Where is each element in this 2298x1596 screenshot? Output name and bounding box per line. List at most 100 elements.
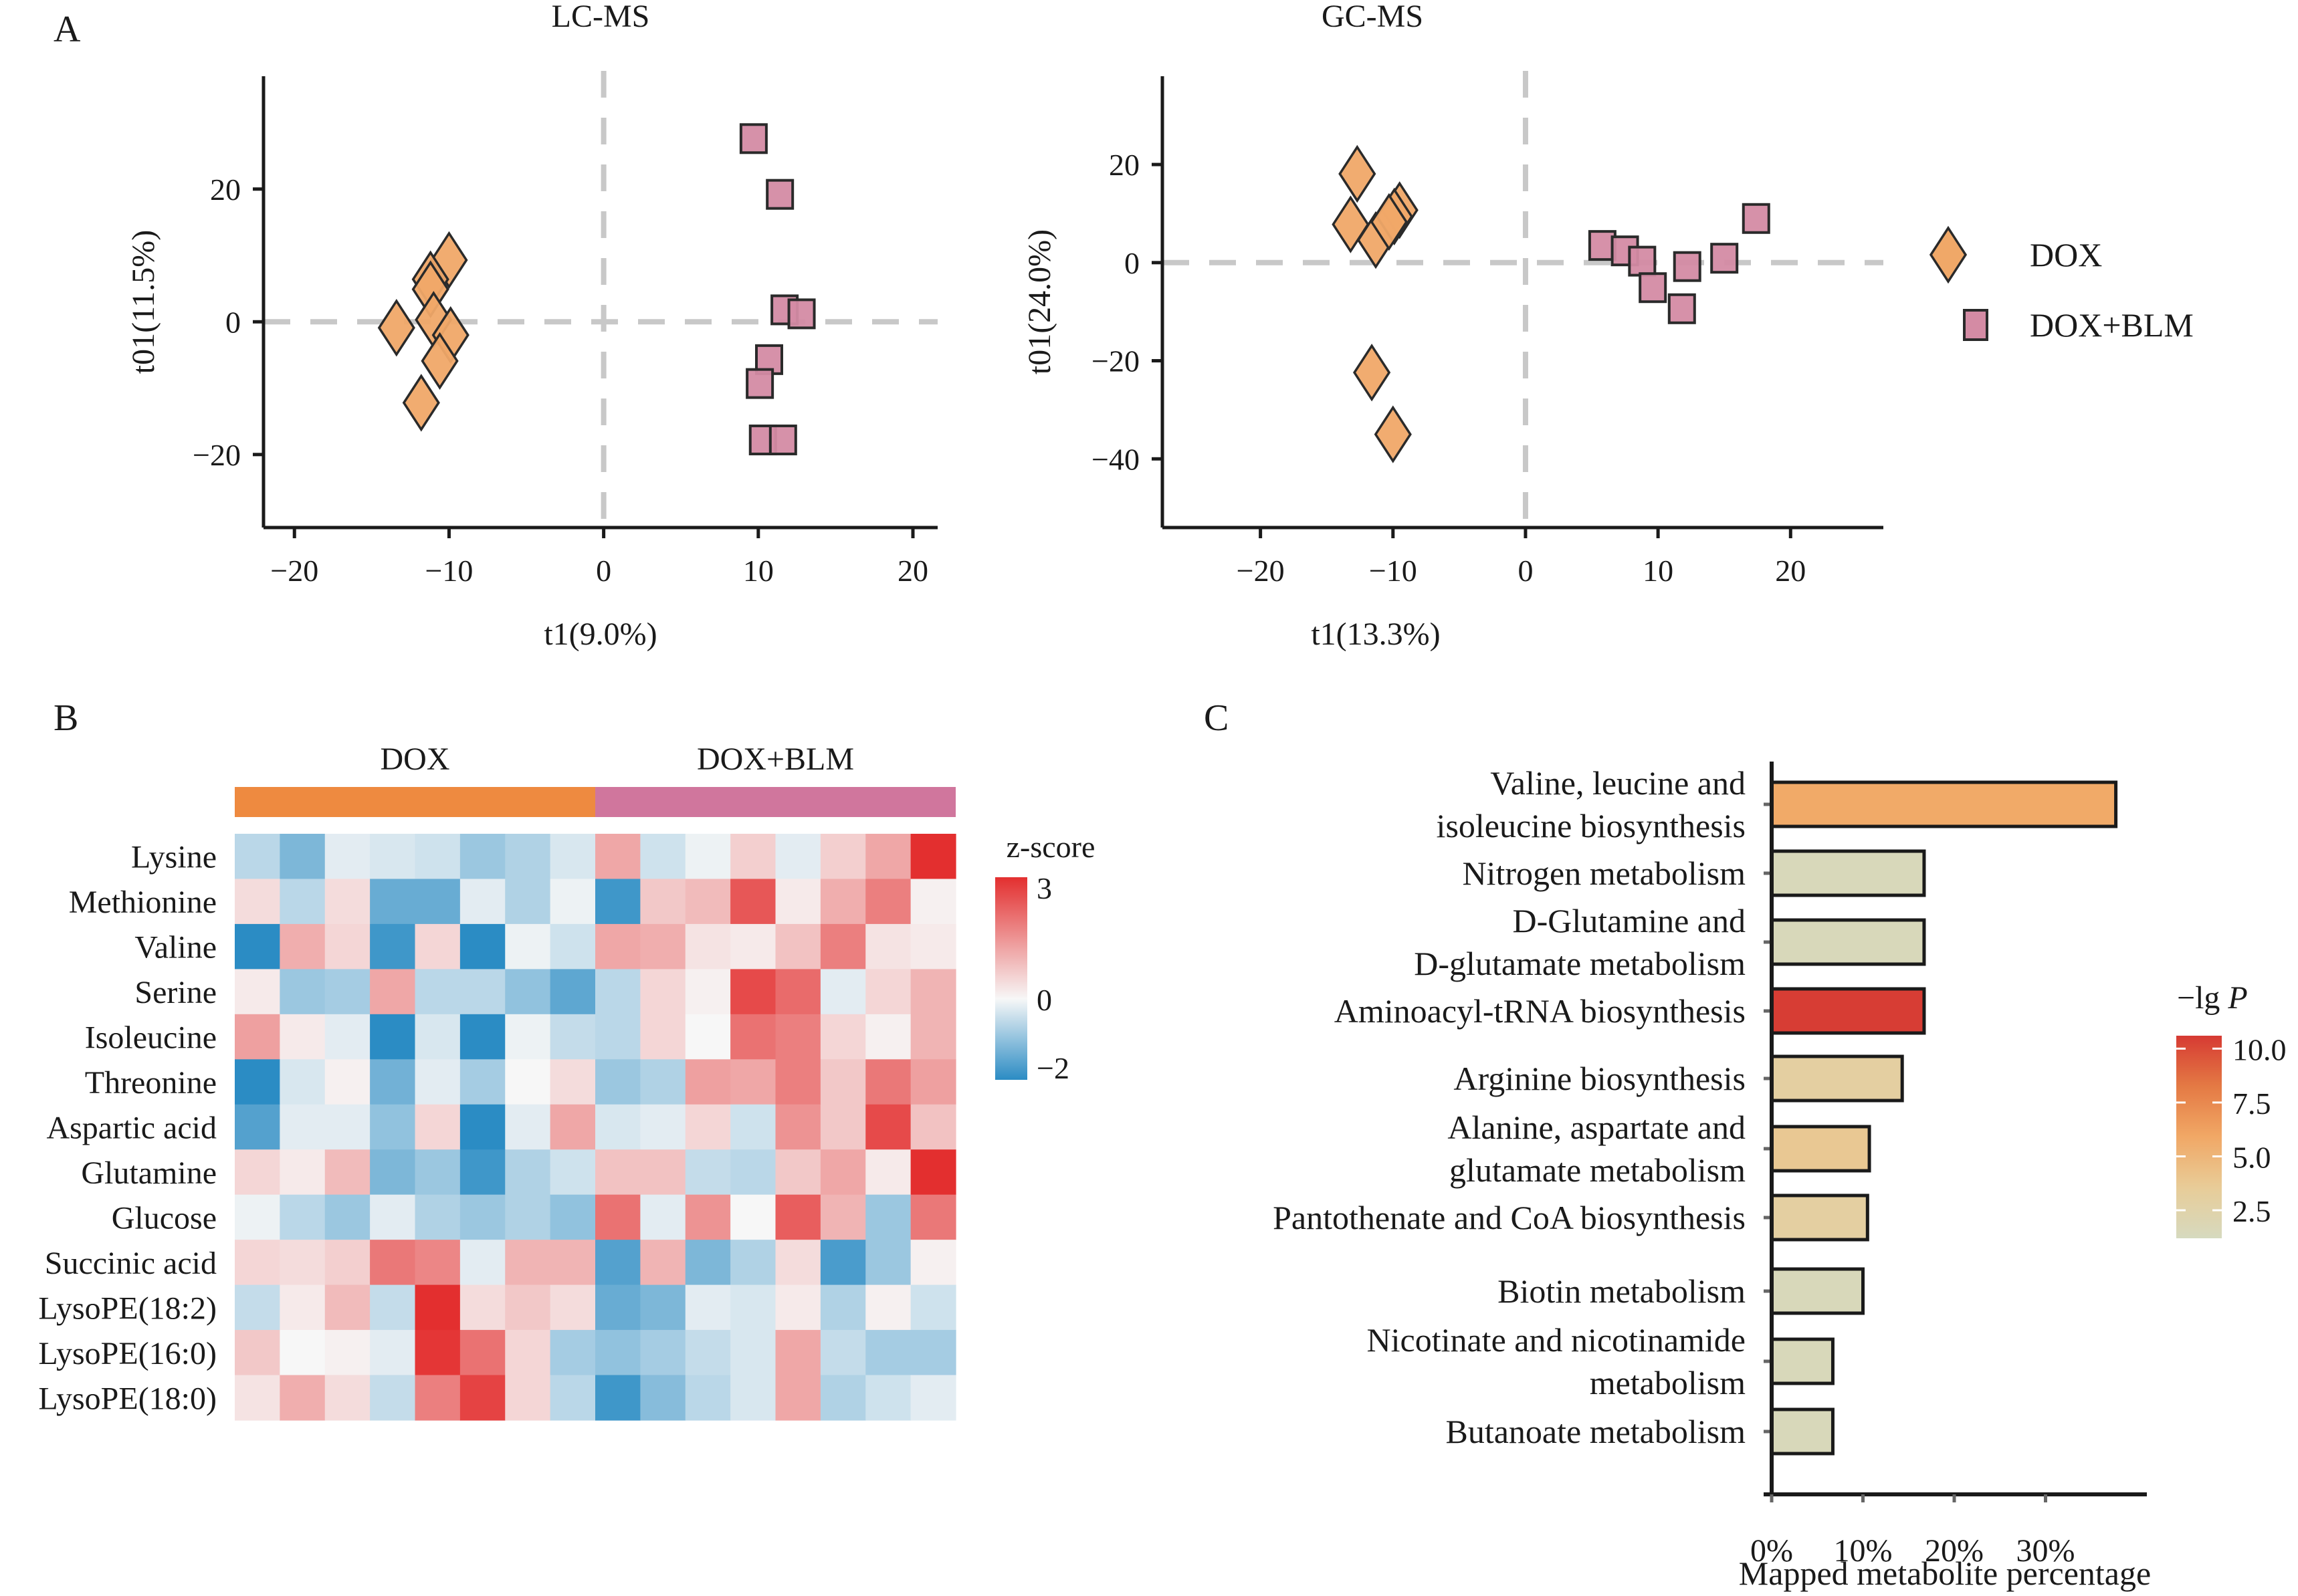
dox-blm-point: [1673, 251, 1701, 282]
heatmap-cell: [820, 1149, 866, 1195]
heatmap-cell: [235, 1104, 280, 1150]
heatmap-cell: [505, 923, 551, 970]
heatmap-cell: [550, 1104, 596, 1150]
heatmap-cell: [820, 1240, 866, 1286]
heatmap-cell: [640, 1014, 686, 1060]
heatmap-cell: [415, 1104, 461, 1150]
heatmap-cell: [640, 969, 686, 1015]
x-tick-label: 0: [1518, 554, 1533, 588]
heatmap-cell: [280, 1284, 326, 1331]
heatmap-cell: [505, 1059, 551, 1105]
heatmap-cell: [640, 1284, 686, 1331]
pathway-bar: [1770, 1407, 1835, 1456]
heatmap-cell: [640, 834, 686, 880]
heatmap-cell: [324, 1059, 371, 1105]
panel-label-c: C: [1204, 697, 1229, 739]
dox-point: [377, 299, 415, 357]
heatmap-cell: [730, 1194, 776, 1240]
heatmap-cell: [550, 1375, 596, 1421]
group-label: DOX+BLM: [697, 742, 854, 777]
pathway-bar-chart: Valine, leucine and isoleucine biosynthes…: [1273, 762, 2287, 1592]
heatmap-cell: [820, 879, 866, 925]
heatmap-cell: [280, 1240, 326, 1286]
heatmap-cell: [865, 1059, 912, 1105]
pathway-label: Nitrogen metabolism: [1462, 854, 1746, 892]
heatmap-cell: [459, 834, 506, 880]
plot-title: LC-MS: [552, 0, 650, 34]
heatmap: DOX DOX+BLM Lysine Methionine Valine Serine Is…: [38, 742, 1095, 1421]
pathway-label: glutamate metabolism: [1449, 1151, 1746, 1189]
heatmap-cell: [640, 879, 686, 925]
heatmap-cell: [730, 1059, 776, 1105]
heatmap-cell: [550, 834, 596, 880]
y-tick-label: 20: [210, 173, 241, 207]
heatmap-cell: [820, 1330, 866, 1376]
heatmap-cell: [505, 1194, 551, 1240]
heatmap-cell: [775, 879, 821, 925]
heatmap-cell: [595, 1014, 641, 1060]
dox-point: [1374, 405, 1412, 463]
dox-point: [1370, 193, 1408, 251]
heatmap-cell: [595, 1104, 641, 1150]
heatmap-cell: [820, 1194, 866, 1240]
heatmap-cell: [235, 1149, 280, 1195]
legend-square-icon: [1963, 309, 1988, 341]
heatmap-cell: [685, 1284, 731, 1331]
y-tick-label: 20: [1109, 148, 1140, 182]
heatmap-cell: [370, 1284, 416, 1331]
colorbar-title-p: P: [2227, 980, 2247, 1016]
heatmap-cell: [595, 1330, 641, 1376]
heatmap-cell: [415, 1194, 461, 1240]
heatmap-cell: [550, 969, 596, 1015]
row-label: Serine: [134, 975, 217, 1010]
colorbar-tick-label: −2: [1037, 1051, 1069, 1085]
heatmap-cell: [865, 1284, 912, 1331]
heatmap-cell: [865, 1194, 912, 1240]
x-tick-label: −10: [425, 554, 473, 588]
heatmap-cell: [910, 1059, 956, 1105]
heatmap-cell: [370, 1014, 416, 1060]
heatmap-cell: [730, 1330, 776, 1376]
x-tick-label: 0%: [1750, 1533, 1793, 1569]
heatmap-cell: [640, 1059, 686, 1105]
heatmap-cell: [820, 923, 866, 970]
heatmap-cell: [370, 923, 416, 970]
dox-point: [421, 332, 459, 390]
heatmap-cell: [775, 969, 821, 1015]
heatmap-cell: [415, 1375, 461, 1421]
heatmap-cell: [415, 834, 461, 880]
dox-blm-point: [1710, 243, 1739, 274]
heatmap-cell: [865, 834, 912, 880]
dox-point: [1353, 343, 1391, 402]
heatmap-cell: [910, 1149, 956, 1195]
panel-label-b: B: [54, 697, 78, 739]
heatmap-cell: [640, 1240, 686, 1286]
heatmap-cell: [640, 1375, 686, 1421]
heatmap-cell: [459, 1149, 506, 1195]
heatmap-cell: [235, 1059, 280, 1105]
row-label: Methionine: [69, 885, 217, 920]
colorbar-tick-label: 0: [1037, 983, 1052, 1017]
heatmap-cell: [595, 834, 641, 880]
x-tick-label: −10: [1369, 554, 1417, 588]
row-label: LysoPE(18:2): [38, 1290, 217, 1326]
heatmap-cell: [505, 1149, 551, 1195]
heatmap-cell: [730, 879, 776, 925]
heatmap-cell: [910, 1375, 956, 1421]
heatmap-cell: [595, 923, 641, 970]
heatmap-cell: [730, 1149, 776, 1195]
dox-blm-point: [787, 298, 816, 330]
heatmap-cell: [505, 1104, 551, 1150]
heatmap-cell: [730, 1104, 776, 1150]
heatmap-cell: [324, 879, 371, 925]
heatmap-cell: [865, 1375, 912, 1421]
heatmap-cell: [280, 1104, 326, 1150]
heatmap-cell: [280, 834, 326, 880]
heatmap-cell: [685, 1330, 731, 1376]
heatmap-cell: [595, 1375, 641, 1421]
heatmap-cell: [415, 1240, 461, 1286]
dox-point: [402, 374, 440, 432]
heatmap-cell: [775, 1330, 821, 1376]
colorbar-tick-label: 3: [1037, 871, 1052, 905]
heatmap-cell: [775, 1014, 821, 1060]
